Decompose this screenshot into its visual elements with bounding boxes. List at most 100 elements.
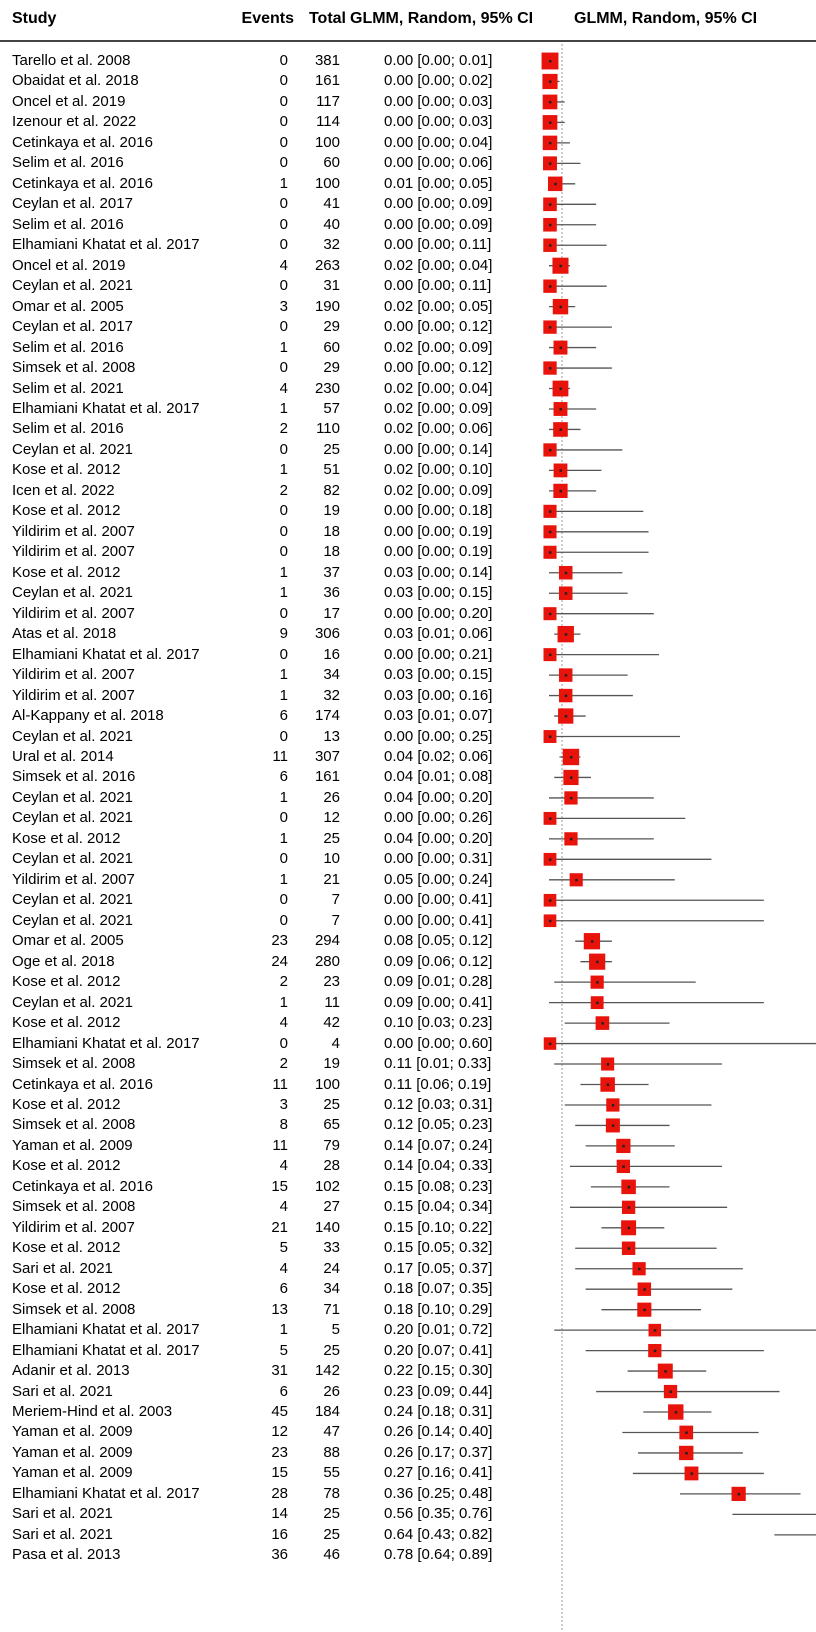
table-row: Ceylan et al. 2021 1 36 0.03 [0.00; 0.15] bbox=[0, 583, 560, 603]
table-row: Elhamiani Khatat et al. 2017 28 78 0.36 [0.… bbox=[0, 1484, 560, 1504]
total-count: 174 bbox=[314, 707, 340, 725]
ci-value: 0.09 [0.00; 0.41] bbox=[384, 993, 493, 1011]
estimate-point bbox=[627, 1206, 631, 1209]
ci-value: 0.15 [0.08; 0.23] bbox=[384, 1177, 493, 1195]
table-row: Yildirim et al. 2007 1 34 0.03 [0.00; 0.15] bbox=[0, 665, 560, 685]
study-name: Kose et al. 2012 bbox=[12, 1014, 121, 1032]
ci-value: 0.04 [0.02; 0.06] bbox=[384, 747, 493, 765]
table-row: Elhamiani Khatat et al. 2017 0 32 0.00 [0.0… bbox=[0, 235, 560, 255]
ci-value: 0.02 [0.00; 0.04] bbox=[384, 256, 493, 274]
estimate-point bbox=[622, 1165, 625, 1168]
study-name: Sari et al. 2021 bbox=[12, 1259, 113, 1277]
total-count: 78 bbox=[323, 1484, 340, 1502]
study-name: Ceylan et al. 2021 bbox=[12, 911, 133, 929]
ci-value: 0.00 [0.00; 0.01] bbox=[384, 52, 493, 69]
table-row: Cetinkaya et al. 2016 15 102 0.15 [0.08; 0.… bbox=[0, 1177, 560, 1197]
total-count: 294 bbox=[314, 932, 340, 950]
events-count: 4 bbox=[279, 1259, 288, 1277]
study-name: Kose et al. 2012 bbox=[12, 1095, 121, 1113]
events-column-header: Events bbox=[241, 10, 294, 27]
ci-value: 0.00 [0.00; 0.12] bbox=[384, 359, 493, 377]
study-name: Selim et al. 2016 bbox=[12, 154, 124, 172]
study-name: Selim et al. 2021 bbox=[12, 379, 124, 397]
table-row: Selim et al. 2016 0 60 0.00 [0.00; 0.06] bbox=[0, 153, 560, 173]
events-count: 15 bbox=[271, 1177, 288, 1195]
events-count: 16 bbox=[271, 1525, 288, 1543]
table-row: Yaman et al. 2009 23 88 0.26 [0.17; 0.37] bbox=[0, 1443, 560, 1463]
total-count: 263 bbox=[314, 256, 340, 274]
table-row: Kose et al. 2012 6 34 0.18 [0.07; 0.35] bbox=[0, 1279, 560, 1299]
table-row: Ceylan et al. 2017 0 41 0.00 [0.00; 0.09] bbox=[0, 194, 560, 214]
total-count: 280 bbox=[314, 952, 340, 970]
total-count: 51 bbox=[323, 461, 340, 479]
study-name: Ceylan et al. 2021 bbox=[12, 891, 133, 909]
ci-value: 0.15 [0.05; 0.32] bbox=[384, 1239, 493, 1257]
estimate-point bbox=[554, 182, 557, 186]
study-name: Simsek et al. 2008 bbox=[12, 1198, 136, 1216]
events-count: 4 bbox=[279, 1014, 288, 1032]
study-name: Yaman et al. 2009 bbox=[12, 1443, 133, 1461]
estimate-point bbox=[559, 469, 562, 472]
total-count: 41 bbox=[323, 195, 340, 213]
study-name: Kose et al. 2012 bbox=[12, 973, 121, 991]
events-count: 11 bbox=[272, 1075, 288, 1093]
ci-value: 0.00 [0.00; 0.14] bbox=[384, 440, 493, 458]
ci-value: 0.15 [0.04; 0.34] bbox=[384, 1198, 493, 1216]
estimate-point bbox=[559, 387, 562, 391]
ci-value: 0.18 [0.10; 0.29] bbox=[384, 1300, 493, 1318]
ci-value: 0.24 [0.18; 0.31] bbox=[384, 1403, 493, 1421]
events-count: 1 bbox=[279, 338, 288, 356]
events-count: 1 bbox=[279, 461, 288, 479]
table-row: Kose et al. 2012 0 19 0.00 [0.00; 0.18] bbox=[0, 501, 560, 521]
events-count: 11 bbox=[272, 747, 288, 765]
study-name: Adanir et al. 2013 bbox=[12, 1362, 130, 1380]
table-row: Yildirim et al. 2007 0 18 0.00 [0.00; 0.19] bbox=[0, 542, 560, 562]
table-row: Ceylan et al. 2021 0 25 0.00 [0.00; 0.14] bbox=[0, 440, 560, 460]
total-count: 19 bbox=[323, 1055, 340, 1073]
study-name: Simsek et al. 2008 bbox=[12, 1300, 136, 1318]
ci-value: 0.00 [0.00; 0.19] bbox=[384, 543, 493, 561]
ci-value: 0.09 [0.01; 0.28] bbox=[384, 973, 493, 991]
total-count: 306 bbox=[314, 625, 340, 643]
header-divider bbox=[0, 40, 816, 42]
table-row: Kose et al. 2012 2 23 0.09 [0.01; 0.28] bbox=[0, 972, 560, 992]
estimate-point bbox=[549, 817, 552, 820]
table-row: Kose et al. 2012 1 51 0.02 [0.00; 0.10] bbox=[0, 460, 560, 480]
events-count: 6 bbox=[279, 1280, 288, 1298]
ci-value: 0.00 [0.00; 0.11] bbox=[384, 277, 492, 295]
estimate-point bbox=[549, 80, 552, 83]
ci-value: 0.22 [0.15; 0.30] bbox=[384, 1362, 493, 1380]
total-count: 21 bbox=[323, 870, 340, 888]
ci-value: 0.00 [0.00; 0.12] bbox=[384, 318, 493, 336]
events-count: 3 bbox=[279, 1095, 288, 1113]
events-count: 0 bbox=[279, 809, 288, 827]
estimate-point bbox=[549, 551, 552, 554]
events-count: 2 bbox=[279, 1055, 288, 1073]
total-count: 60 bbox=[323, 154, 340, 172]
ci-value: 0.00 [0.00; 0.04] bbox=[384, 133, 493, 151]
estimate-point bbox=[549, 448, 552, 452]
table-row: Icen et al. 2022 2 82 0.02 [0.00; 0.09] bbox=[0, 481, 560, 501]
events-count: 21 bbox=[271, 1218, 288, 1236]
ci-value: 0.04 [0.01; 0.08] bbox=[384, 768, 493, 786]
ci-value: 0.00 [0.00; 0.20] bbox=[384, 604, 493, 622]
study-name: Simsek et al. 2008 bbox=[12, 1055, 136, 1073]
estimate-point bbox=[596, 981, 599, 984]
total-count: 24 bbox=[323, 1259, 340, 1277]
events-count: 0 bbox=[279, 645, 288, 663]
ci-value: 0.04 [0.00; 0.20] bbox=[384, 829, 493, 847]
events-count: 1 bbox=[279, 993, 288, 1011]
table-row: Yildirim et al. 2007 1 32 0.03 [0.00; 0.16] bbox=[0, 686, 560, 706]
study-name: Simsek et al. 2008 bbox=[12, 1116, 136, 1134]
total-count: 40 bbox=[323, 215, 340, 233]
study-name: Sari et al. 2021 bbox=[12, 1525, 113, 1543]
estimate-point bbox=[549, 326, 552, 329]
total-count: 26 bbox=[323, 788, 340, 806]
total-count: 7 bbox=[331, 911, 340, 929]
ci-value: 0.00 [0.00; 0.06] bbox=[384, 154, 493, 172]
events-count: 36 bbox=[271, 1546, 288, 1564]
estimate-point bbox=[549, 244, 552, 247]
estimate-point bbox=[643, 1308, 646, 1312]
table-row: Oncel et al. 2019 0 117 0.00 [0.00; 0.03] bbox=[0, 92, 560, 112]
study-name: Cetinkaya et al. 2016 bbox=[12, 1075, 153, 1093]
